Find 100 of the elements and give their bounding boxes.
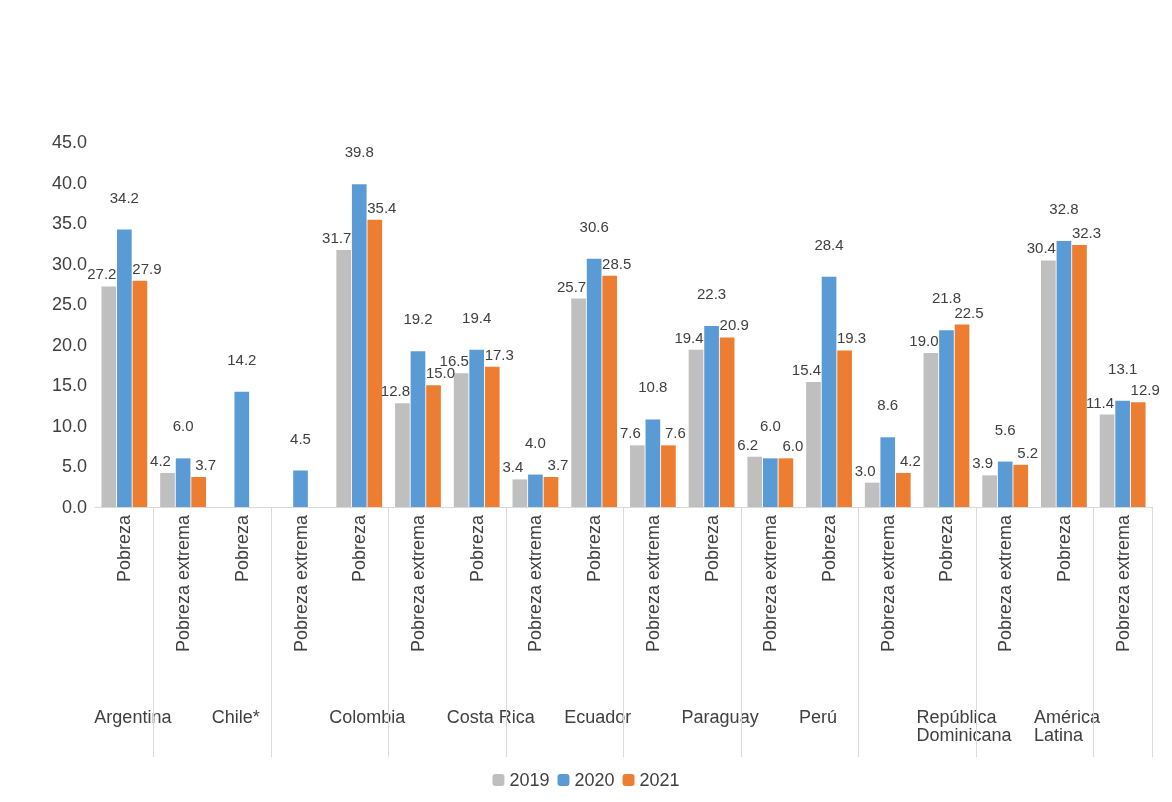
bar bbox=[132, 280, 148, 507]
data-label: 4.5 bbox=[290, 429, 311, 447]
data-label: 5.6 bbox=[994, 420, 1016, 438]
text: Colombia bbox=[329, 707, 407, 727]
x-tick-label: Pobreza bbox=[819, 514, 840, 583]
data-label: 3.4 bbox=[502, 458, 524, 476]
y-tick-label: 0.0 bbox=[61, 497, 87, 517]
bar bbox=[704, 326, 719, 507]
data-label: 8.6 bbox=[877, 396, 899, 414]
bar bbox=[982, 475, 997, 507]
legend-label: 2020 bbox=[574, 770, 615, 790]
data-label: 14.2 bbox=[227, 350, 257, 368]
x-tick-label: Pobreza bbox=[701, 514, 722, 583]
bar bbox=[543, 476, 559, 507]
bar bbox=[1056, 240, 1072, 507]
y-tick-label: 45.0 bbox=[51, 132, 87, 152]
x-tick-label: Pobreza bbox=[466, 514, 487, 583]
x-tick-label: Pobreza extrema bbox=[877, 514, 898, 653]
bar bbox=[469, 349, 485, 507]
bar bbox=[101, 286, 117, 507]
data-label: 11.4 bbox=[1086, 393, 1115, 411]
bar bbox=[336, 249, 352, 507]
bar bbox=[426, 385, 441, 507]
bar bbox=[837, 350, 852, 507]
bar bbox=[688, 349, 704, 507]
bar bbox=[571, 298, 586, 507]
data-label: 12.9 bbox=[1130, 381, 1160, 399]
text: Chile* bbox=[211, 707, 260, 727]
bar bbox=[602, 275, 618, 507]
data-label: 3.0 bbox=[854, 461, 876, 479]
bar bbox=[806, 382, 821, 507]
y-tick-label: 30.0 bbox=[51, 253, 87, 274]
data-label: 20.9 bbox=[719, 316, 749, 334]
bar bbox=[453, 373, 469, 507]
x-tick-label: Pobreza extrema bbox=[407, 514, 428, 653]
data-label: 12.8 bbox=[380, 382, 411, 400]
data-label: 17.3 bbox=[484, 345, 514, 363]
data-label: 19.3 bbox=[836, 329, 867, 347]
y-tick-label: 5.0 bbox=[61, 456, 87, 477]
legend-label: 2019 bbox=[509, 770, 550, 790]
x-tick-label: Pobreza extrema bbox=[642, 514, 663, 653]
y-tick-label: 15.0 bbox=[51, 375, 87, 396]
data-label: 4.0 bbox=[524, 433, 546, 451]
text: Costa Rica bbox=[446, 707, 536, 727]
x-tick-label: Pobreza extrema bbox=[760, 514, 781, 653]
x-tick-label: Pobreza bbox=[349, 514, 370, 583]
bar bbox=[484, 366, 500, 507]
data-label: 27.9 bbox=[132, 259, 162, 277]
bar bbox=[762, 458, 778, 507]
legend-label: 2021 bbox=[639, 770, 680, 790]
x-tick-label: Pobreza extrema bbox=[525, 514, 546, 653]
data-label: 6.0 bbox=[782, 437, 804, 455]
text: Ecuador bbox=[564, 707, 632, 727]
bar bbox=[528, 474, 543, 507]
x-tick-label: Pobreza extrema bbox=[1112, 514, 1133, 653]
data-label: 4.2 bbox=[150, 451, 171, 469]
bar bbox=[778, 458, 794, 507]
y-tick-label: 20.0 bbox=[51, 334, 87, 355]
bar bbox=[895, 472, 911, 507]
data-label: 5.2 bbox=[1017, 443, 1039, 461]
bar bbox=[293, 470, 308, 507]
data-label: 25.7 bbox=[556, 277, 587, 295]
bar bbox=[351, 184, 367, 507]
data-label: 19.4 bbox=[674, 328, 704, 346]
bar bbox=[719, 337, 735, 507]
bar bbox=[367, 219, 383, 507]
bar bbox=[747, 456, 763, 507]
text: América Latina bbox=[1033, 707, 1105, 745]
bar bbox=[234, 391, 250, 507]
bar bbox=[175, 458, 191, 507]
x-tick-label: Pobreza extrema bbox=[290, 514, 311, 653]
data-label: 34.2 bbox=[109, 188, 139, 206]
data-label: 19.0 bbox=[909, 331, 939, 349]
data-label: 3.7 bbox=[195, 455, 217, 473]
bar bbox=[1013, 464, 1029, 507]
data-label: 30.4 bbox=[1026, 239, 1056, 257]
data-label: 6.0 bbox=[172, 417, 194, 435]
data-label: 32.8 bbox=[1049, 199, 1079, 217]
x-tick-label: Pobreza bbox=[114, 514, 135, 583]
data-label: 13.1 bbox=[1108, 359, 1138, 377]
bar bbox=[1130, 402, 1146, 507]
data-label: 27.2 bbox=[87, 265, 117, 283]
bar bbox=[629, 445, 645, 507]
text: Argentina bbox=[94, 707, 173, 727]
data-label: 35.4 bbox=[367, 198, 397, 216]
data-label: 19.4 bbox=[462, 308, 492, 326]
bar bbox=[191, 476, 206, 507]
data-label: 4.2 bbox=[899, 451, 921, 469]
x-tick-label: Pobreza extrema bbox=[995, 514, 1016, 653]
x-tick-label: Pobreza bbox=[584, 514, 605, 583]
bar bbox=[821, 276, 837, 507]
data-label: 6.0 bbox=[759, 417, 781, 435]
bar bbox=[880, 437, 896, 507]
y-tick-label: 10.0 bbox=[51, 415, 87, 436]
bar bbox=[1041, 260, 1056, 507]
data-label: 7.6 bbox=[664, 424, 686, 442]
data-label: 28.5 bbox=[602, 254, 632, 272]
data-label: 31.7 bbox=[322, 228, 352, 246]
data-label: 7.6 bbox=[619, 424, 641, 442]
bar bbox=[1072, 245, 1087, 507]
